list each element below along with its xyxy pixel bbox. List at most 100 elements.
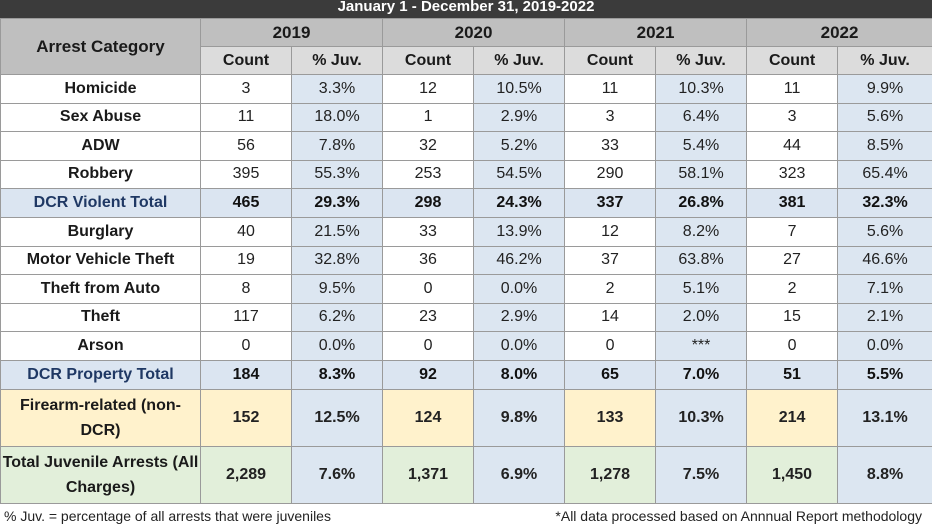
count-cell: 37 <box>564 245 657 275</box>
pct-juvenile-cell: 7.1% <box>837 274 932 304</box>
count-cell: 7 <box>746 217 839 247</box>
count-cell: 0 <box>382 331 475 361</box>
count-cell: 1 <box>382 102 475 132</box>
pct-juvenile-cell: 46.2% <box>473 245 566 275</box>
pct-juvenile-cell: 65.4% <box>837 159 932 189</box>
pct-juvenile-cell: 8.2% <box>655 217 748 247</box>
count-cell: 56 <box>200 131 292 161</box>
pct-juvenile-cell: *** <box>655 331 748 361</box>
pct-juvenile-cell: 7.5% <box>655 445 748 504</box>
header-count-2021: Count <box>564 46 657 75</box>
pct-juvenile-cell: 3.3% <box>290 74 384 104</box>
pct-juvenile-cell: 46.6% <box>837 245 932 275</box>
pct-juvenile-cell: 9.9% <box>837 74 932 104</box>
row-category-label: Total Juvenile Arrests (All Charges) <box>0 445 201 504</box>
count-cell: 11 <box>564 74 657 104</box>
table-row: Total Juvenile Arrests (All Charges) 2,28… <box>0 445 932 504</box>
count-cell: 23 <box>382 302 475 332</box>
pct-juvenile-cell: 10.3% <box>655 388 748 447</box>
row-category-label: Sex Abuse <box>0 102 201 132</box>
count-cell: 117 <box>200 302 292 332</box>
count-cell: 2 <box>746 274 839 304</box>
table-row: ADW 56 7.8% 32 5.2% 33 5.4% 44 8.5% <box>0 131 932 161</box>
header-pct-2022: % Juv. <box>837 46 932 75</box>
pct-juvenile-cell: 6.4% <box>655 102 748 132</box>
count-cell: 44 <box>746 131 839 161</box>
pct-juvenile-cell: 13.1% <box>837 388 932 447</box>
count-cell: 65 <box>564 359 657 390</box>
count-cell: 3 <box>564 102 657 132</box>
count-cell: 465 <box>200 188 292 218</box>
count-cell: 184 <box>200 359 292 390</box>
pct-juvenile-cell: 54.5% <box>473 159 566 189</box>
count-cell: 381 <box>746 188 839 218</box>
pct-juvenile-cell: 5.2% <box>473 131 566 161</box>
row-category-label: ADW <box>0 131 201 161</box>
table-row: DCR Violent Total 465 29.3% 298 24.3% 337 26.8… <box>0 188 932 218</box>
count-cell: 15 <box>746 302 839 332</box>
pct-juvenile-cell: 55.3% <box>290 159 384 189</box>
header-pct-2019: % Juv. <box>290 46 384 75</box>
header-count-2019: Count <box>200 46 292 75</box>
count-cell: 12 <box>564 217 657 247</box>
pct-juvenile-cell: 8.0% <box>473 359 566 390</box>
count-cell: 3 <box>746 102 839 132</box>
pct-juvenile-cell: 8.5% <box>837 131 932 161</box>
count-cell: 0 <box>564 331 657 361</box>
pct-juvenile-cell: 8.8% <box>837 445 932 504</box>
table-row: Burglary 40 21.5% 33 13.9% 12 8.2% 7 5.6% <box>0 217 932 247</box>
pct-juvenile-cell: 29.3% <box>290 188 384 218</box>
count-cell: 0 <box>382 274 475 304</box>
pct-juvenile-cell: 0.0% <box>473 331 566 361</box>
row-category-label: Theft <box>0 302 201 332</box>
pct-juvenile-cell: 5.1% <box>655 274 748 304</box>
table-row: Theft from Auto 8 9.5% 0 0.0% 2 5.1% 2 7.1% <box>0 274 932 304</box>
footnote-methodology: *All data processed based on Annnual Rep… <box>555 508 922 524</box>
row-category-label: Motor Vehicle Theft <box>0 245 201 275</box>
count-cell: 214 <box>746 388 839 447</box>
count-cell: 36 <box>382 245 475 275</box>
row-category-label: Burglary <box>0 217 201 247</box>
row-category-label: Theft from Auto <box>0 274 201 304</box>
pct-juvenile-cell: 32.3% <box>837 188 932 218</box>
header-pct-2021: % Juv. <box>655 46 748 75</box>
pct-juvenile-cell: 2.9% <box>473 302 566 332</box>
header-year-2021: 2021 <box>564 18 748 47</box>
header-pct-2020: % Juv. <box>473 46 566 75</box>
pct-juvenile-cell: 7.6% <box>290 445 384 504</box>
table-row: Sex Abuse 11 18.0% 1 2.9% 3 6.4% 3 5.6% <box>0 102 932 132</box>
pct-juvenile-cell: 21.5% <box>290 217 384 247</box>
count-cell: 11 <box>200 102 292 132</box>
table-row: DCR Property Total 184 8.3% 92 8.0% 65 7.0% 51 5… <box>0 359 932 390</box>
pct-juvenile-cell: 13.9% <box>473 217 566 247</box>
count-cell: 92 <box>382 359 475 390</box>
count-cell: 32 <box>382 131 475 161</box>
table-title-banner: January 1 - December 31, 2019-2022 <box>0 0 932 18</box>
count-cell: 133 <box>564 388 657 447</box>
table-row: Firearm-related (non-DCR) 152 12.5% 124 9.8%… <box>0 388 932 447</box>
count-cell: 3 <box>200 74 292 104</box>
pct-juvenile-cell: 2.9% <box>473 102 566 132</box>
pct-juvenile-cell: 58.1% <box>655 159 748 189</box>
count-cell: 11 <box>746 74 839 104</box>
pct-juvenile-cell: 7.0% <box>655 359 748 390</box>
count-cell: 33 <box>382 217 475 247</box>
pct-juvenile-cell: 5.5% <box>837 359 932 390</box>
pct-juvenile-cell: 9.5% <box>290 274 384 304</box>
pct-juvenile-cell: 12.5% <box>290 388 384 447</box>
pct-juvenile-cell: 9.8% <box>473 388 566 447</box>
pct-juvenile-cell: 2.0% <box>655 302 748 332</box>
table-footnotes: % Juv. = percentage of all arrests that … <box>0 506 932 524</box>
count-cell: 33 <box>564 131 657 161</box>
table-row: Theft 117 6.2% 23 2.9% 14 2.0% 15 2.1% <box>0 302 932 332</box>
pct-juvenile-cell: 0.0% <box>290 331 384 361</box>
pct-juvenile-cell: 26.8% <box>655 188 748 218</box>
count-cell: 27 <box>746 245 839 275</box>
juvenile-arrests-table: Arrest Category 2019 2020 2021 2022 Coun… <box>0 18 932 504</box>
footnote-juv-definition: % Juv. = percentage of all arrests that … <box>4 508 331 524</box>
count-cell: 40 <box>200 217 292 247</box>
pct-juvenile-cell: 18.0% <box>290 102 384 132</box>
row-category-label: DCR Property Total <box>0 359 201 390</box>
count-cell: 12 <box>382 74 475 104</box>
header-count-2022: Count <box>746 46 839 75</box>
